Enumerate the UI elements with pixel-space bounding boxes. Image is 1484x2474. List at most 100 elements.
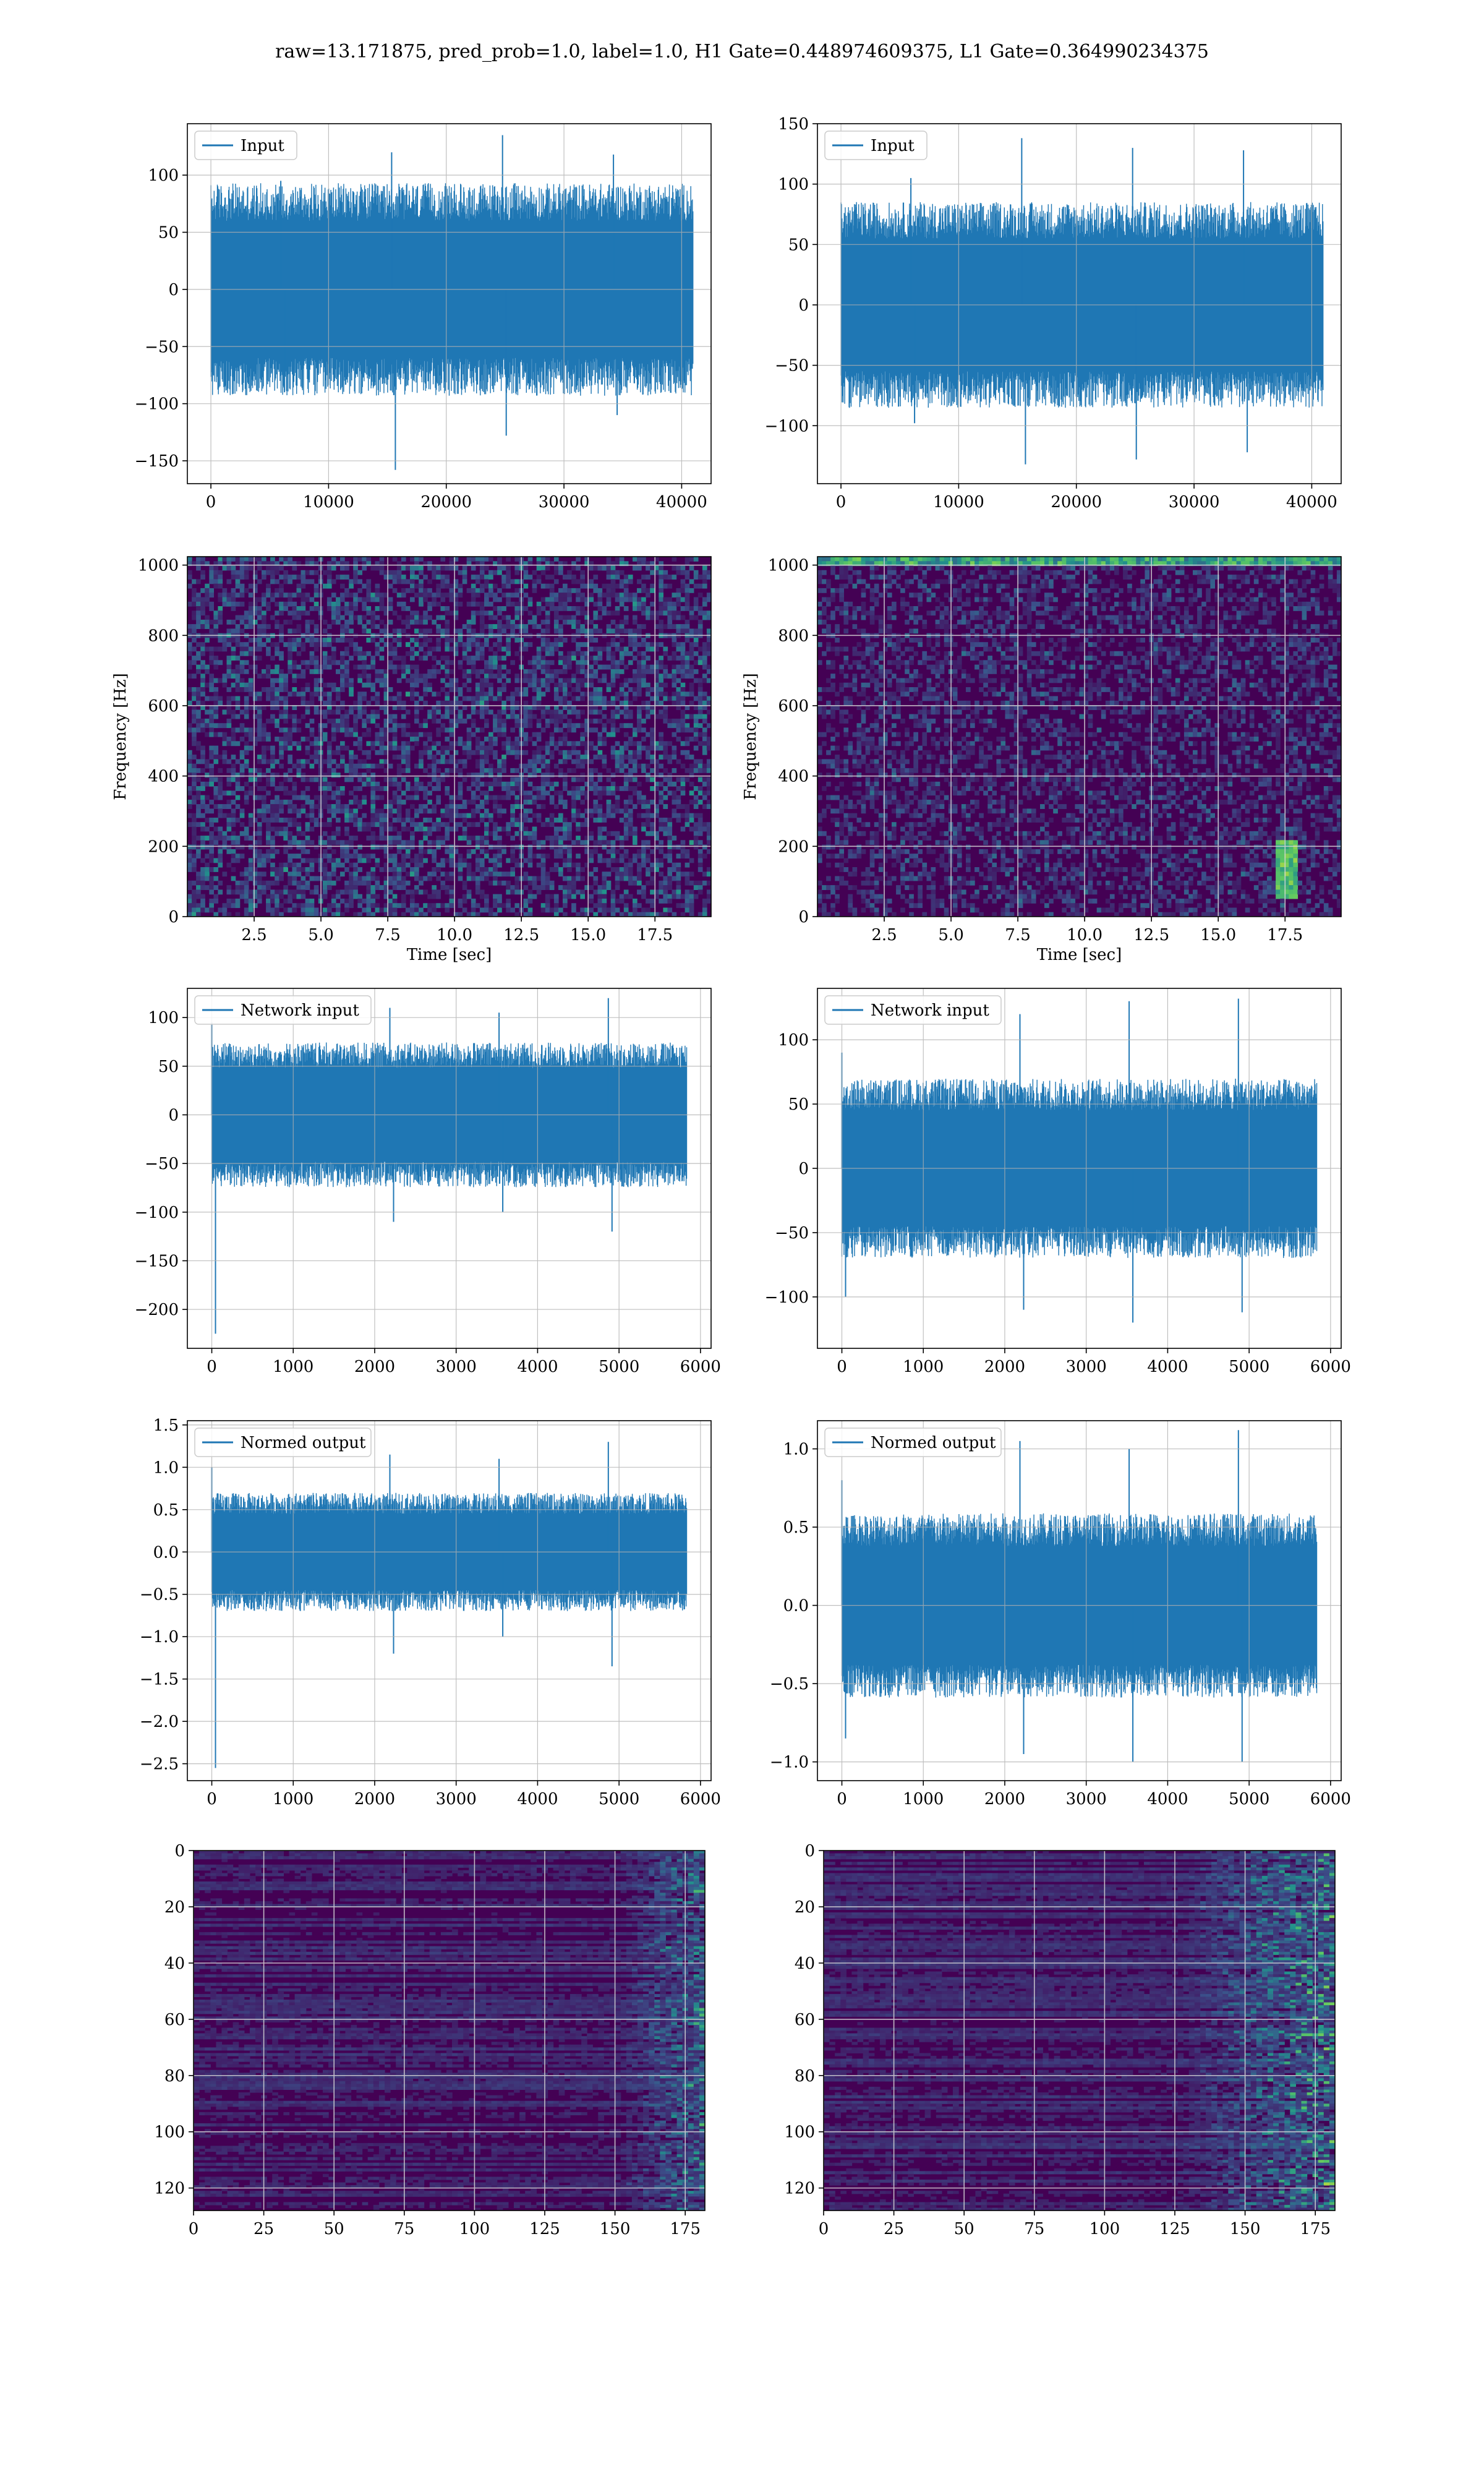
y-tick-label: 40 — [795, 1954, 815, 1973]
x-tick-label: 75 — [394, 2220, 414, 2238]
x-tick-label: 125 — [1159, 2220, 1190, 2238]
x-tick-label: 75 — [1024, 2220, 1044, 2238]
y-tick-label: 1.0 — [153, 1458, 179, 1477]
heatmap-cells — [187, 557, 711, 917]
plot-area — [211, 998, 688, 1334]
y-tick-label: 1000 — [138, 557, 179, 575]
x-tick-label: 0 — [837, 1358, 847, 1376]
y-tick-label: −100 — [765, 1288, 809, 1307]
y-tick-label: −50 — [145, 1155, 179, 1173]
h1-input-panel: 0 10000 20000 30000 40000 −150 −100 −50 0 50 100 In… — [135, 123, 712, 511]
heatmap-cells — [824, 1851, 1335, 2211]
y-tick-label: 50 — [788, 236, 809, 254]
y-tick-label: 100 — [154, 2123, 185, 2142]
legend: Input — [194, 131, 297, 160]
grid — [187, 1421, 711, 1781]
plot-area — [187, 557, 711, 917]
legend: Network input — [824, 995, 1002, 1025]
x-tick-label: 2.5 — [871, 926, 897, 944]
y-tick-label: −200 — [135, 1301, 179, 1319]
legend-label: Input — [871, 137, 915, 155]
x-tick-label: 1000 — [273, 1358, 313, 1376]
y-ticks: −100 −50 0 50 100 — [765, 1031, 817, 1307]
plot-area — [841, 998, 1318, 1323]
legend: Network input — [194, 995, 372, 1025]
y-tick-label: 120 — [154, 2180, 185, 2198]
y-tick-label: −50 — [775, 357, 809, 375]
l1-feature-map-panel: 0 25 50 75 100 125 150 175 0 20 40 60 80 100 120 — [784, 1842, 1336, 2238]
y-ticks: 0 20 40 60 80 100 120 — [154, 1842, 194, 2198]
axes-frame — [817, 556, 1342, 917]
x-tick-label: 7.5 — [375, 926, 400, 944]
x-tick-label: 5000 — [599, 1790, 639, 1808]
plot-area — [211, 1442, 688, 1768]
legend-label: Input — [241, 137, 284, 155]
y-tick-label: 100 — [784, 2123, 815, 2142]
x-tick-label: 3000 — [1066, 1790, 1107, 1808]
plot-area — [194, 1851, 705, 2211]
x-tick-label: 30000 — [1169, 493, 1220, 511]
y-tick-label: 800 — [148, 627, 179, 645]
l1-normed-output-panel: 0 1000 2000 3000 4000 5000 6000 −1.0 −0.5 0.0 0.5 1… — [770, 1420, 1351, 1808]
x-tick-label: 5000 — [1229, 1358, 1269, 1376]
x-tick-label: 5000 — [1229, 1790, 1269, 1808]
x-tick-label: 25 — [254, 2220, 274, 2238]
x-tick-label: 175 — [1300, 2220, 1331, 2238]
x-tick-label: 2000 — [984, 1358, 1025, 1376]
y-tick-label: 400 — [148, 768, 179, 786]
y-tick-label: −100 — [765, 417, 809, 435]
axes-frame — [187, 123, 712, 484]
y-tick-label: 0.5 — [153, 1501, 179, 1520]
x-tick-label: 0 — [189, 2220, 199, 2238]
grid — [817, 123, 1341, 484]
legend: Normed output — [824, 1427, 1002, 1457]
x-tick-label: 30000 — [539, 493, 590, 511]
y-tick-label: 1000 — [768, 557, 809, 575]
x-tick-label: 150 — [1230, 2220, 1261, 2238]
x-tick-label: 0 — [836, 493, 846, 511]
x-ticks: 0 1000 2000 3000 4000 5000 6000 — [837, 1348, 1351, 1376]
x-tick-label: 40000 — [656, 493, 707, 511]
signal-trace — [211, 1492, 688, 1611]
y-tick-label: 100 — [778, 1031, 809, 1050]
y-tick-label: 200 — [148, 837, 179, 856]
l1-spectrogram-panel: 2.5 5.0 7.5 10.0 12.5 15.0 17.5 0 200 400 600 800 10… — [741, 556, 1342, 964]
y-tick-label: 400 — [778, 768, 809, 786]
x-tick-label: 6000 — [680, 1358, 721, 1376]
plot-area — [841, 1430, 1318, 1762]
y-ticks: 0 200 400 600 800 1000 — [768, 557, 817, 927]
h1-network-input-panel: 0 1000 2000 3000 4000 5000 6000−200−150−100−50… — [135, 988, 721, 1376]
h1-feature-map-panel: 0 25 50 75 100 125 150 175 0 20 40 60 80 100 120 — [154, 1842, 706, 2238]
x-ticks: 0 25 50 75 100 125 150 175 — [819, 2211, 1331, 2238]
x-ticks: 2.5 5.0 7.5 10.0 12.5 15.0 17.5 — [871, 917, 1303, 944]
plot-area — [817, 557, 1341, 917]
x-ticks: 2.5 5.0 7.5 10.0 12.5 15.0 17.5 — [241, 917, 673, 944]
y-ticks: −1.0 −0.5 0.0 0.5 1.0 — [770, 1440, 817, 1772]
y-ticks: −100 −50 0 50 100 150 — [765, 115, 817, 435]
x-ticks: 0 10000 20000 30000 40000 — [206, 484, 707, 511]
y-tick-label: 60 — [795, 2011, 815, 2029]
x-tick-label: 100 — [459, 2220, 490, 2238]
x-tick-label: 25 — [884, 2220, 904, 2238]
x-tick-label: 2000 — [354, 1358, 395, 1376]
x-tick-label: 0 — [207, 1790, 217, 1808]
x-tick-label: 1000 — [903, 1790, 944, 1808]
grid — [187, 988, 711, 1348]
plot-area — [210, 135, 694, 470]
x-tick-label: 4000 — [517, 1358, 558, 1376]
legend: Input — [824, 131, 927, 160]
legend-label: Network input — [241, 1001, 359, 1020]
x-tick-label: 10000 — [303, 493, 354, 511]
h1-spectrogram-panel: 2.5 5.0 7.5 10.0 12.5 15.0 17.5 0 200 400 600 800 10… — [111, 556, 712, 964]
y-tick-label: −100 — [135, 395, 179, 414]
y-tick-label: −2.5 — [140, 1755, 179, 1774]
axes-frame — [817, 123, 1342, 484]
y-tick-label: 1.0 — [783, 1440, 809, 1459]
y-tick-label: −150 — [135, 1252, 179, 1270]
y-tick-label: 0 — [168, 1106, 179, 1124]
x-tick-label: 7.5 — [1005, 926, 1030, 944]
x-tick-label: 17.5 — [1267, 926, 1303, 944]
y-tick-label: 0 — [798, 296, 809, 315]
x-tick-label: 175 — [670, 2220, 701, 2238]
x-ticks: 0 10000 20000 30000 40000 — [836, 484, 1337, 511]
